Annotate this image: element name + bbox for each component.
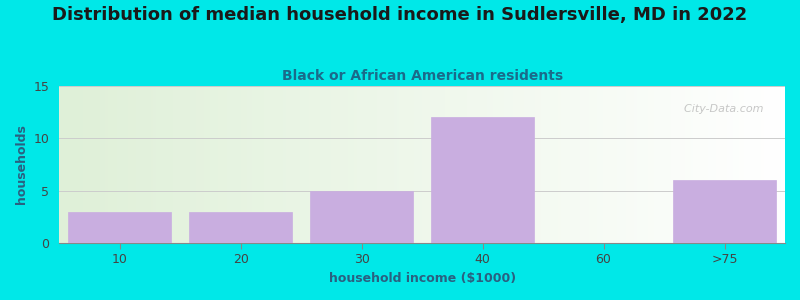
Bar (310, 190, 413, 243)
Bar (673, 180, 776, 243)
Text: City-Data.com: City-Data.com (677, 104, 763, 115)
Bar (431, 117, 534, 243)
Bar (68, 212, 171, 243)
Y-axis label: households: households (15, 124, 28, 204)
Bar (190, 212, 292, 243)
Text: Distribution of median household income in Sudlersville, MD in 2022: Distribution of median household income … (52, 6, 748, 24)
Title: Black or African American residents: Black or African American residents (282, 69, 562, 83)
X-axis label: household income ($1000): household income ($1000) (329, 272, 516, 285)
